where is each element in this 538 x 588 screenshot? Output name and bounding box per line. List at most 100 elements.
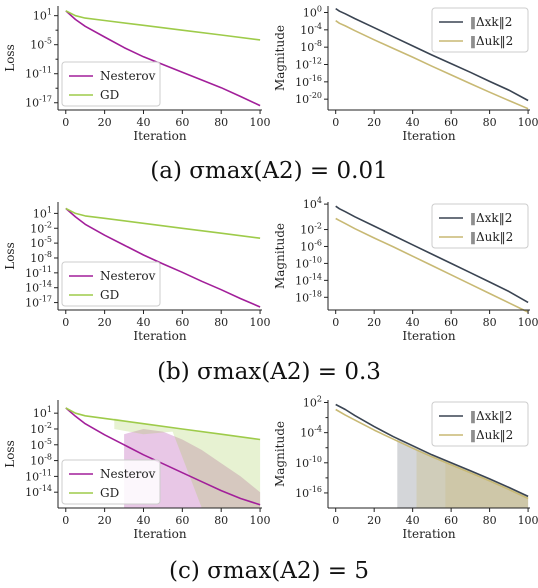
y-axis-label: Loss — [3, 44, 17, 72]
y-tick-label: 10-10 — [295, 455, 322, 470]
x-tick-label: 40 — [136, 316, 150, 329]
x-tick-label: 80 — [214, 514, 228, 527]
y-tick-label: 104 — [303, 196, 322, 211]
series-nesterov-line — [65, 407, 261, 506]
x-tick-label: 40 — [406, 316, 420, 329]
legend: Nesterov GD — [61, 261, 161, 307]
x-tick-label: 60 — [444, 116, 458, 129]
band-c-mag-1 — [416, 450, 529, 508]
x-axis-label: Iteration — [402, 329, 455, 343]
x-tick-label: 40 — [406, 116, 420, 129]
y-tick-label: 10-17 — [25, 295, 52, 310]
x-tick-label: 0 — [332, 316, 339, 329]
x-tick-label: 20 — [98, 116, 112, 129]
caption-c-text: (c) σmax(A2) = 5 — [168, 558, 370, 584]
series-nesterov-line — [65, 10, 261, 107]
y-tick-label: 10-11 — [25, 66, 52, 81]
x-tick-label: 60 — [444, 316, 458, 329]
y-tick-label: 10-6 — [300, 238, 322, 253]
y-tick-label: 10-20 — [295, 91, 322, 106]
y-tick-label: 10-11 — [25, 468, 52, 483]
x-axis-label: Iteration — [133, 527, 186, 541]
x-tick-label: 0 — [332, 514, 339, 527]
x-tick-label: 100 — [250, 316, 271, 329]
legend-label-gd: GD — [100, 486, 119, 500]
chart-a-loss: 0 20 40 60 80 100 101 10-5 10-11 10-17 Iteration Lo… — [3, 6, 271, 143]
x-tick-label: 40 — [406, 514, 420, 527]
x-tick-label: 0 — [62, 514, 69, 527]
chart-a-mag: 0 20 40 60 80 100 100 10-4 10-8 10-12 10-16 10-20 It… — [273, 5, 538, 144]
x-tick-label: 20 — [98, 316, 112, 329]
x-tick-label: 100 — [518, 514, 538, 527]
x-tick-label: 0 — [332, 116, 339, 129]
y-tick-label: 10-2 — [30, 220, 52, 235]
band-c-mag-2 — [445, 462, 529, 508]
series-gd-line — [65, 10, 261, 41]
legend-label-xk-2: ‖Δxk‖2 — [470, 409, 512, 423]
x-tick-label: 40 — [136, 514, 150, 527]
x-tick-label: 60 — [175, 514, 189, 527]
y-tick-label: 10-14 — [295, 272, 322, 287]
caption-b-text: (b) σmax(A2) = 0.3 — [157, 359, 381, 385]
y-tick-label: 100 — [303, 5, 322, 20]
caption-a-text: (a) σmax(A2) = 0.01 — [150, 158, 388, 184]
legend-label-xk-2: ‖Δxk‖2 — [470, 15, 512, 29]
x-tick-label: 80 — [483, 316, 497, 329]
x-tick-label: 100 — [518, 316, 538, 329]
y-tick-label: 10-11 — [25, 265, 52, 280]
legend: Nesterov GD — [61, 61, 161, 107]
chart-b-mag: 0 20 40 60 80 100 104 10-210-6 10-10 10-14 10-18 It… — [273, 196, 538, 343]
legend-label-gd: GD — [100, 88, 119, 102]
y-tick-label: 10-5 — [30, 235, 52, 250]
caption-b: (b) σmax(A2) = 0.3 — [0, 359, 538, 385]
y-tick-label: 101 — [33, 405, 52, 420]
series-uk-2-line — [335, 408, 529, 500]
series-uk-2-line — [335, 217, 529, 313]
y-tick-label: 101 — [33, 205, 52, 220]
caption-c: (c) σmax(A2) = 5 — [0, 558, 538, 584]
x-tick-label: 80 — [483, 116, 497, 129]
x-tick-label: 100 — [250, 116, 271, 129]
x-axis-label: Iteration — [402, 129, 455, 143]
series-uk-2-line — [335, 20, 529, 110]
x-tick-label: 80 — [214, 316, 228, 329]
x-tick-label: 0 — [62, 116, 69, 129]
legend-label-gd: GD — [100, 288, 119, 302]
chart-b-loss: 0 20 40 60 80 100 10110-210-510-810-1110-1410-… — [3, 202, 271, 343]
x-tick-label: 100 — [518, 116, 538, 129]
y-tick-label: 10-18 — [295, 289, 322, 304]
series-xk-2-line — [335, 403, 529, 498]
y-axis-label: Loss — [3, 440, 17, 468]
legend: ‖Δxk‖2 ‖Δuk‖2 — [431, 7, 529, 53]
y-tick-label: 10-12 — [295, 57, 322, 72]
series-xk-2-line — [335, 205, 529, 304]
legend-label-uk-2: ‖Δuk‖2 — [470, 34, 513, 48]
legend: ‖Δxk‖2 ‖Δuk‖2 — [431, 401, 529, 447]
chart-c-mag: 0 20 40 60 80 100 102 10-4 10-10 10-16 Iteration Ma… — [273, 395, 538, 541]
x-tick-label: 60 — [444, 514, 458, 527]
legend: ‖Δxk‖2 ‖Δuk‖2 — [431, 203, 529, 249]
x-tick-label: 40 — [136, 116, 150, 129]
y-axis-label: Magnitude — [273, 25, 287, 91]
y-tick-label: 10-16 — [295, 485, 322, 500]
y-tick-label: 10-8 — [300, 39, 322, 54]
legend-label-xk-2: ‖Δxk‖2 — [470, 211, 512, 225]
x-tick-label: 20 — [98, 514, 112, 527]
y-tick-label: 10-14 — [25, 280, 52, 295]
x-tick-label: 60 — [175, 116, 189, 129]
y-tick-label: 10-5 — [30, 437, 52, 452]
x-tick-label: 20 — [367, 116, 381, 129]
y-tick-label: 10-2 — [30, 421, 52, 436]
y-axis-label: Loss — [3, 242, 17, 270]
series-gd-line — [65, 207, 261, 239]
x-axis-label: Iteration — [133, 329, 186, 343]
x-tick-label: 80 — [483, 514, 497, 527]
y-tick-label: 10-8 — [30, 453, 52, 468]
y-axis-label: Magnitude — [273, 421, 287, 487]
x-axis-label: Iteration — [402, 527, 455, 541]
legend-label-nesterov: Nesterov — [100, 467, 156, 481]
caption-a: (a) σmax(A2) = 0.01 — [0, 158, 538, 184]
y-axis-label: Magnitude — [273, 223, 287, 289]
x-tick-label: 80 — [214, 116, 228, 129]
